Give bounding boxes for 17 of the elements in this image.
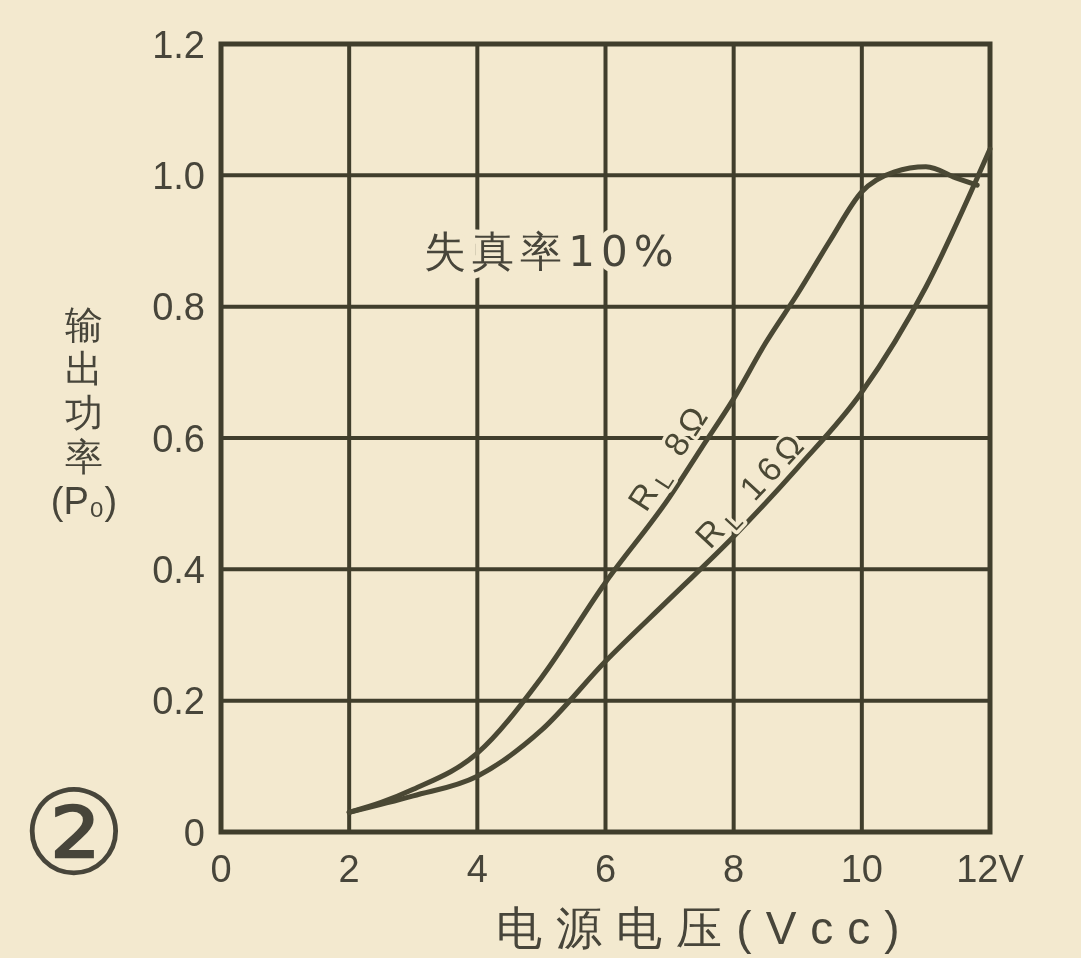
x-tick-label: 8 (723, 848, 745, 890)
y-tick-label: 0.2 (152, 680, 205, 723)
y-tick-label: 1.2 (152, 23, 205, 66)
y-tick-label: 0 (183, 811, 205, 854)
x-tick-label: 2 (338, 848, 360, 890)
x-axis-title: 电源电压(Vcc) (496, 902, 914, 954)
x-tick-label: 0 (210, 848, 232, 890)
x-tick-label: 6 (594, 848, 617, 890)
text: ② (21, 764, 127, 902)
y-tick-label: 0.4 (152, 549, 205, 592)
y-tick-label: 0.8 (152, 286, 205, 329)
y-axis-title: 输出功率(P₀) (50, 304, 118, 522)
x-tick-label: 12V (956, 848, 1025, 890)
x-tick-label: 4 (466, 848, 488, 890)
x-tick-label: 10 (840, 848, 883, 890)
y-tick-label: 0.6 (152, 417, 205, 460)
y-tick-label: 1.0 (152, 155, 205, 198)
